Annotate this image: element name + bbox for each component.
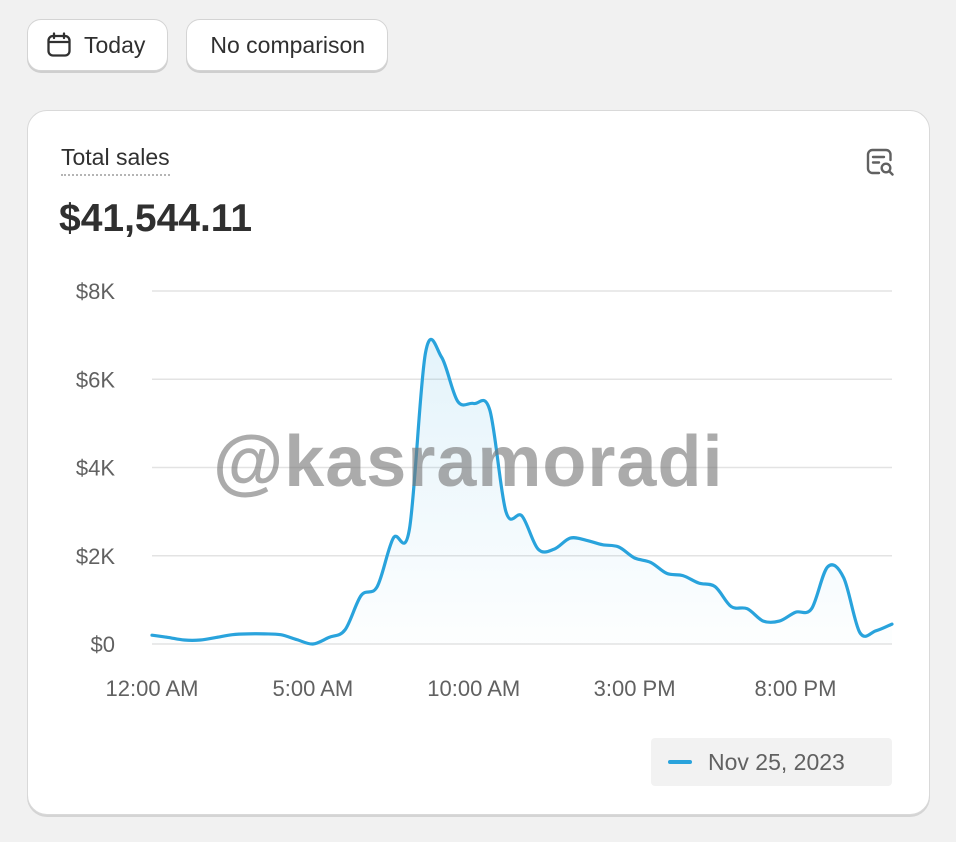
total-sales-card: Total sales $41,544.11 $0 $2K $4K $6K $8K 12… [27,110,930,815]
x-tick-label: 10:00 AM [427,676,520,701]
series-line [150,337,894,646]
y-tick-label: $4K [76,456,115,481]
comparison-label: No comparison [210,31,366,58]
calendar-icon [46,32,72,58]
series-area [152,339,892,645]
comparison-button[interactable]: No comparison [186,19,389,71]
watermark: @kasramoradi [213,422,724,502]
card-title[interactable]: Total sales [61,144,170,176]
y-tick-label: $8K [76,279,115,304]
y-tick-label: $0 [91,632,115,657]
x-tick-label: 12:00 AM [106,676,199,701]
legend-label: Nov 25, 2023 [708,748,845,775]
x-tick-label: 3:00 PM [594,676,676,701]
x-tick-label: 5:00 AM [273,676,354,701]
total-sales-value: $41,544.11 [59,197,253,240]
x-tick-label: 8:00 PM [755,676,837,701]
toolbar: Today No comparison [27,19,389,71]
y-tick-label: $2K [76,544,115,569]
report-search-icon[interactable] [865,147,895,177]
legend-item[interactable]: Nov 25, 2023 [651,738,892,786]
legend-swatch [668,760,692,764]
date-range-label: Today [84,31,146,58]
sales-chart: $0 $2K $4K $6K $8K 12:00 AM 5:00 AM 10:00 AM 3:… [76,279,894,701]
date-range-button[interactable]: Today [27,19,169,71]
y-tick-label: $6K [76,367,115,392]
